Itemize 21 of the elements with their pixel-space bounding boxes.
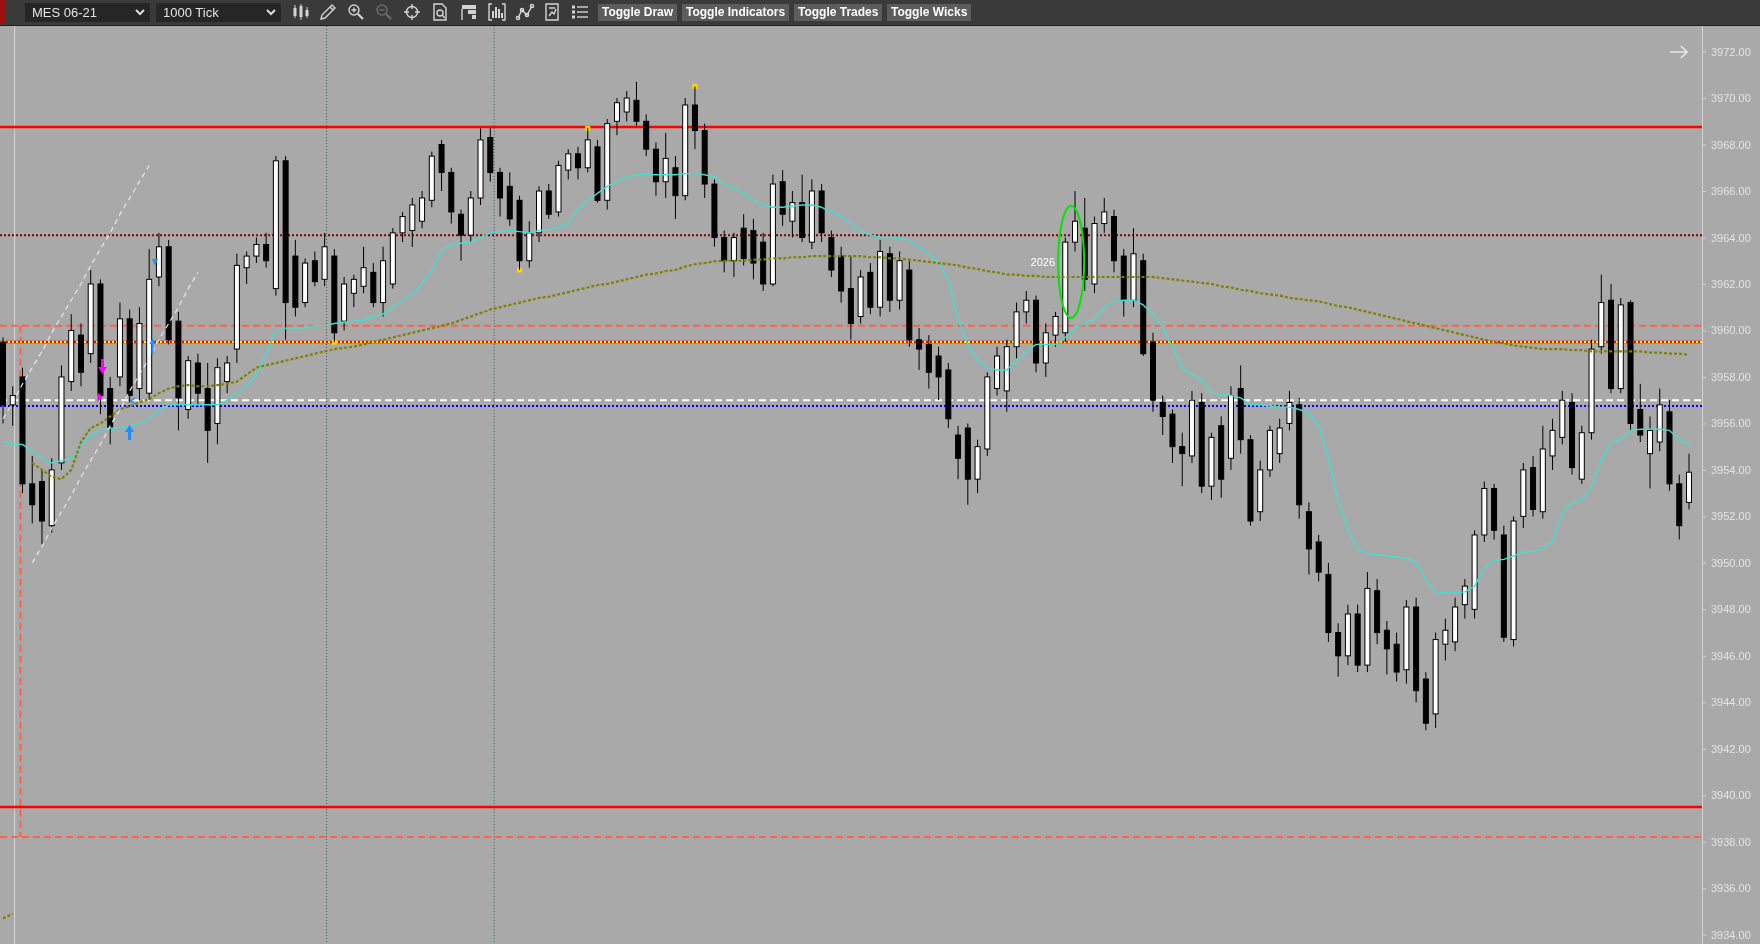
y-tick-label: 3960.00 bbox=[1711, 324, 1751, 337]
y-tick-label: 3966.00 bbox=[1711, 185, 1751, 198]
y-tick-label: 3946.00 bbox=[1711, 649, 1751, 662]
y-tick-label: 3936.00 bbox=[1711, 882, 1751, 895]
y-tick-label: 3958.00 bbox=[1711, 370, 1751, 383]
y-tick-label: 3948.00 bbox=[1711, 603, 1751, 616]
y-tick-label: 3962.00 bbox=[1711, 277, 1751, 290]
y-tick-label: 3956.00 bbox=[1711, 417, 1751, 430]
annotation: 2026 bbox=[1030, 256, 1056, 268]
y-tick-label: 3952.00 bbox=[1711, 510, 1751, 523]
y-tick-label: 3944.00 bbox=[1711, 696, 1751, 709]
y-tick-label: 3968.00 bbox=[1711, 138, 1751, 151]
y-tick-label: 3942.00 bbox=[1711, 742, 1751, 755]
y-tick-label: 3964.00 bbox=[1711, 231, 1751, 244]
y-tick-label: 3938.00 bbox=[1711, 835, 1751, 848]
y-tick-label: 3954.00 bbox=[1711, 463, 1751, 476]
y-tick-label: 3970.00 bbox=[1711, 92, 1751, 105]
y-tick-label: 3940.00 bbox=[1711, 789, 1751, 802]
y-tick-label: 3950.00 bbox=[1711, 556, 1751, 569]
y-tick-label: 3934.00 bbox=[1711, 928, 1751, 941]
y-tick-label: 3972.00 bbox=[1711, 45, 1751, 58]
